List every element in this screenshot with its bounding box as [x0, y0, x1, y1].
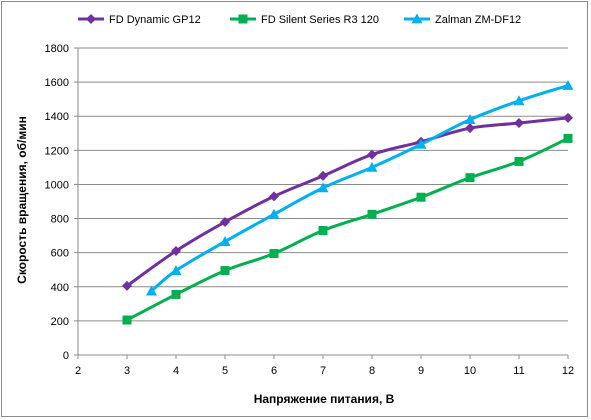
x-tick-label: 11 — [513, 365, 524, 377]
data-point — [269, 191, 279, 202]
y-tick-label: 1200 — [45, 145, 69, 157]
data-point — [367, 149, 377, 160]
data-point — [122, 280, 132, 291]
series-1 — [122, 112, 573, 291]
y-tick-labels: 0 200 400 600 800 1000 1200 1400 1600 1800 — [45, 43, 69, 362]
legend-label: FD Dynamic GP12 — [109, 14, 201, 26]
y-tick-label: 800 — [51, 214, 69, 226]
y-tick-label: 1000 — [45, 179, 69, 191]
x-tick-label: 9 — [418, 365, 424, 377]
legend-marker — [411, 13, 423, 24]
x-axis-title: Напряжение питания, В — [254, 392, 395, 406]
series-layer — [122, 80, 574, 325]
legend-marker — [86, 14, 96, 24]
data-point — [366, 161, 378, 172]
data-point — [416, 192, 426, 202]
x-tick-label: 12 — [562, 365, 574, 377]
legend-label: Zalman ZM-DF12 — [435, 14, 521, 26]
data-point — [513, 95, 525, 106]
x-tick-labels: 2 3 4 5 6 7 8 9 10 11 12 — [75, 365, 574, 377]
x-tick-label: 7 — [320, 365, 326, 377]
data-point — [514, 118, 524, 129]
data-point — [415, 138, 427, 149]
data-point — [318, 170, 328, 181]
y-tick-label: 200 — [51, 316, 69, 328]
data-point — [318, 225, 328, 235]
data-point — [563, 112, 573, 123]
data-point — [220, 216, 230, 227]
y-tick-label: 1800 — [45, 43, 69, 55]
data-point — [317, 182, 329, 193]
y-tick-label: 400 — [51, 282, 69, 294]
x-tick-label: 5 — [222, 365, 228, 377]
axes — [77, 48, 569, 359]
x-tick-label: 10 — [464, 365, 476, 377]
data-point — [514, 156, 524, 166]
y-tick-label: 1600 — [45, 77, 69, 89]
x-tick-label: 2 — [75, 365, 81, 377]
data-point — [563, 133, 573, 143]
y-tick-label: 0 — [63, 350, 69, 362]
series-line — [150, 84, 570, 293]
data-point — [122, 315, 132, 325]
data-point — [465, 123, 475, 134]
data-point — [562, 80, 574, 90]
data-point — [146, 285, 157, 296]
data-point — [367, 209, 377, 219]
x-tick-label: 4 — [173, 365, 179, 377]
data-point — [170, 265, 182, 275]
data-point — [465, 173, 475, 183]
data-point — [269, 249, 279, 259]
x-tick-label: 3 — [124, 365, 130, 377]
data-point — [464, 114, 476, 125]
legend-label: FD Silent Series R3 120 — [261, 14, 379, 26]
data-point — [220, 266, 230, 276]
y-axis-title: Скорость вращения, об/мин — [15, 116, 29, 284]
series-3 — [146, 80, 574, 296]
data-point — [171, 245, 181, 256]
y-tick-label: 600 — [51, 248, 69, 260]
series-2 — [122, 133, 573, 325]
x-tick-label: 6 — [271, 365, 277, 377]
series-line — [125, 136, 570, 322]
data-point — [219, 236, 231, 246]
data-point — [171, 289, 181, 299]
legend-marker — [238, 14, 248, 24]
y-tick-label: 1400 — [45, 111, 69, 123]
data-point — [268, 208, 280, 219]
x-tick-label: 8 — [369, 365, 375, 377]
legend: FD Dynamic GP12 FD Silent Series R3 120 Za… — [78, 13, 521, 26]
series-line — [125, 116, 570, 288]
